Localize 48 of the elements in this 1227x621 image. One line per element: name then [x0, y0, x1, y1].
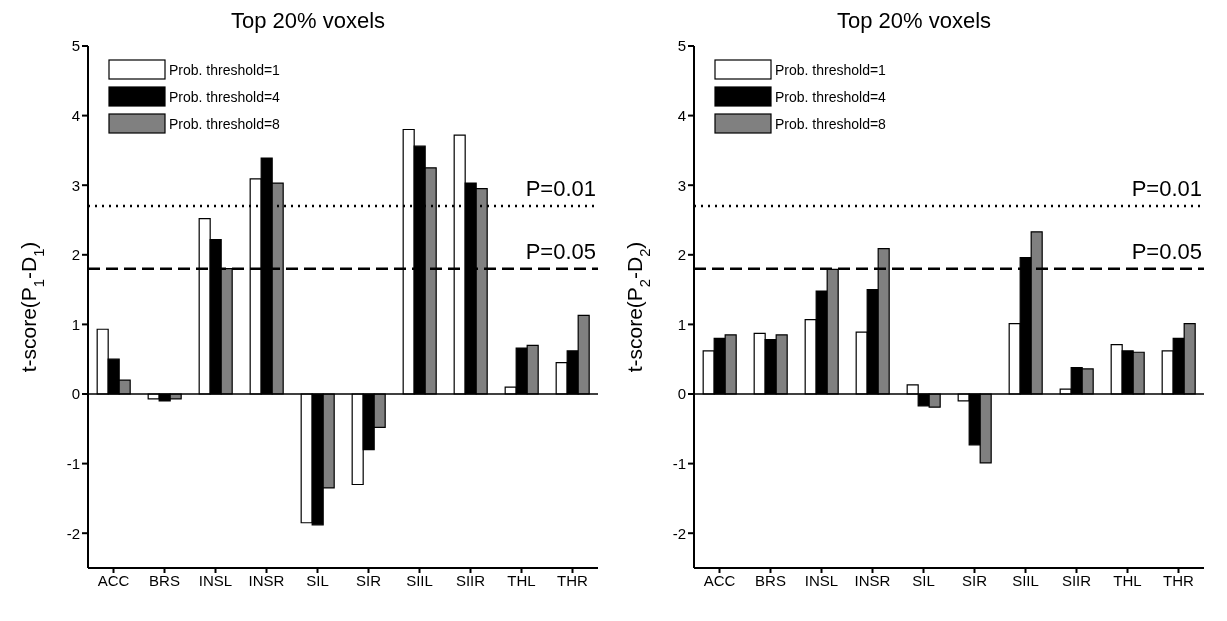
- x-tick-label: SIIR: [455, 571, 486, 589]
- y-tick-label: 2: [71, 246, 80, 264]
- y-tick-label: 1: [677, 315, 686, 333]
- chart-title: Top 20% voxels: [835, 8, 993, 35]
- y-tick-label: 1: [71, 315, 80, 333]
- x-tick-label: SIL: [912, 571, 935, 589]
- x-tick-label: INSR: [248, 571, 285, 589]
- x-tick-label: SIIR: [1061, 571, 1092, 589]
- x-tick-label: ACC: [703, 571, 736, 589]
- x-tick-label: THL: [1113, 571, 1142, 589]
- x-tick-label: SIR: [355, 571, 382, 589]
- chart-title: Top 20% voxels: [229, 8, 387, 35]
- y-tick-label: 4: [71, 106, 80, 124]
- x-tick-label: SIR: [961, 571, 988, 589]
- annotation: P=0.05: [1131, 238, 1202, 265]
- y-tick-label: 0: [677, 385, 686, 403]
- x-tick-label: ACC: [97, 571, 130, 589]
- x-tick-label: INSL: [198, 571, 233, 589]
- y-tick-label: 3: [71, 176, 80, 194]
- legend-label: Prob. threshold=4: [775, 88, 886, 105]
- y-tick-label: -2: [672, 524, 686, 542]
- x-tick-label: BRS: [149, 571, 180, 589]
- y-tick-label: -1: [672, 454, 686, 472]
- annotation: P=0.01: [525, 176, 596, 203]
- x-tick-label: THR: [1163, 571, 1195, 589]
- legend-label: Prob. threshold=8: [169, 115, 280, 132]
- x-tick-label: INSL: [804, 571, 839, 589]
- y-tick-label: -2: [66, 524, 80, 542]
- y-tick-label: 4: [677, 106, 686, 124]
- y-tick-label: 5: [71, 37, 80, 55]
- legend-label: Prob. threshold=4: [169, 88, 280, 105]
- y-tick-label: 2: [677, 246, 686, 264]
- y-tick-label: 3: [677, 176, 686, 194]
- x-tick-label: SIL: [306, 571, 329, 589]
- x-tick-label: INSR: [854, 571, 891, 589]
- y-tick-label: -1: [66, 454, 80, 472]
- legend-label: Prob. threshold=8: [775, 115, 886, 132]
- x-tick-label: SIIL: [406, 571, 433, 589]
- legend-label: Prob. threshold=1: [169, 61, 280, 78]
- legend-label: Prob. threshold=1: [775, 61, 886, 78]
- x-tick-label: BRS: [755, 571, 786, 589]
- y-tick-label: 0: [71, 385, 80, 403]
- x-tick-label: THL: [507, 571, 536, 589]
- annotation: P=0.01: [1131, 176, 1202, 203]
- x-tick-label: THR: [557, 571, 589, 589]
- annotation: P=0.05: [525, 238, 596, 265]
- y-tick-label: 5: [677, 37, 686, 55]
- x-tick-label: SIIL: [1012, 571, 1039, 589]
